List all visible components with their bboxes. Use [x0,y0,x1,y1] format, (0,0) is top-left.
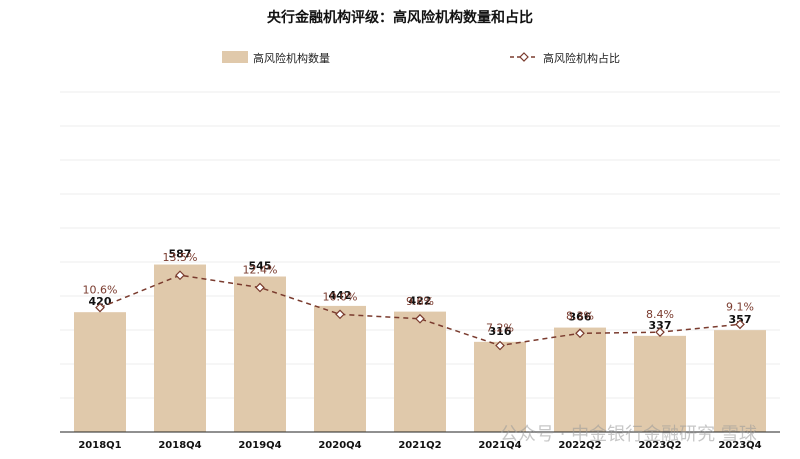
ratio-label: 10.0% [323,290,358,303]
x-tick-label: 2021Q4 [478,440,521,451]
legend: 高风险机构数量 高风险机构占比 [222,51,620,65]
ratio-label: 13.5% [163,251,198,264]
chart-title: 央行金融机构评级：高风险机构数量和占比 [267,9,533,26]
x-tick-label: 2018Q4 [158,440,201,451]
bar [474,341,526,432]
bar [714,330,766,432]
watermark: 公众号 · 中金银行金融研究 雪球 [500,424,757,445]
x-tick-labels: 2018Q1 2018Q4 2019Q4 2020Q4 2021Q2 2021Q4 2022… [78,440,761,451]
ratio-marker [175,270,185,281]
legend-line-label: 高风险机构占比 [543,51,620,65]
ratio-label: 9.6% [406,295,434,308]
x-tick-label: 2023Q2 [638,440,681,451]
ratio-label: 8.3% [566,309,594,322]
bar-value-label: 366 [569,311,592,324]
ratio-marker [735,319,745,330]
ratio-line [99,274,741,347]
ratio-markers [95,270,745,351]
ratio-label: 8.4% [646,308,674,321]
bar-value-label: 587 [169,248,192,261]
bar [554,327,606,432]
bar-value-label: 442 [329,289,352,302]
x-tick-label: 2019Q4 [238,440,281,451]
ratio-marker [655,327,665,338]
ratio-labels: 10.6% 13.5% 12.4% 10.0% 9.6% 7.2% 8.3% 8.4% 9.1% [83,251,754,334]
bar-value-label: 422 [409,295,432,308]
ratio-marker [495,340,505,351]
ratio-label: 7.2% [486,322,514,335]
bar-value-label: 545 [249,260,272,273]
ratio-marker [95,302,105,313]
ratio-label: 10.6% [83,284,118,297]
x-tick-label: 2023Q4 [718,440,761,451]
ratio-marker [575,328,585,339]
x-tick-label: 2018Q1 [78,440,121,451]
bar-value-label: 316 [489,325,512,338]
ratio-label: 12.4% [243,264,278,277]
ratio-marker [415,313,425,324]
bar [634,335,686,432]
bar [74,312,126,432]
bar-value-label: 337 [649,319,672,332]
bars [74,264,766,432]
bar [394,311,446,432]
x-tick-label: 2022Q2 [558,440,601,451]
x-tick-label: 2020Q4 [318,440,361,451]
bar-value-labels: 420587545442422316366337357 [89,248,752,338]
bar [314,305,366,432]
legend-bar-swatch [222,51,248,63]
bar [234,276,286,432]
ratio-marker [335,309,345,320]
legend-bar-label: 高风险机构数量 [253,51,330,65]
bar-value-label: 420 [89,295,112,308]
bar [154,264,206,432]
legend-line-marker [519,52,529,62]
ratio-marker [255,282,265,293]
x-tick-label: 2021Q2 [398,440,441,451]
ratio-label: 9.1% [726,300,754,313]
